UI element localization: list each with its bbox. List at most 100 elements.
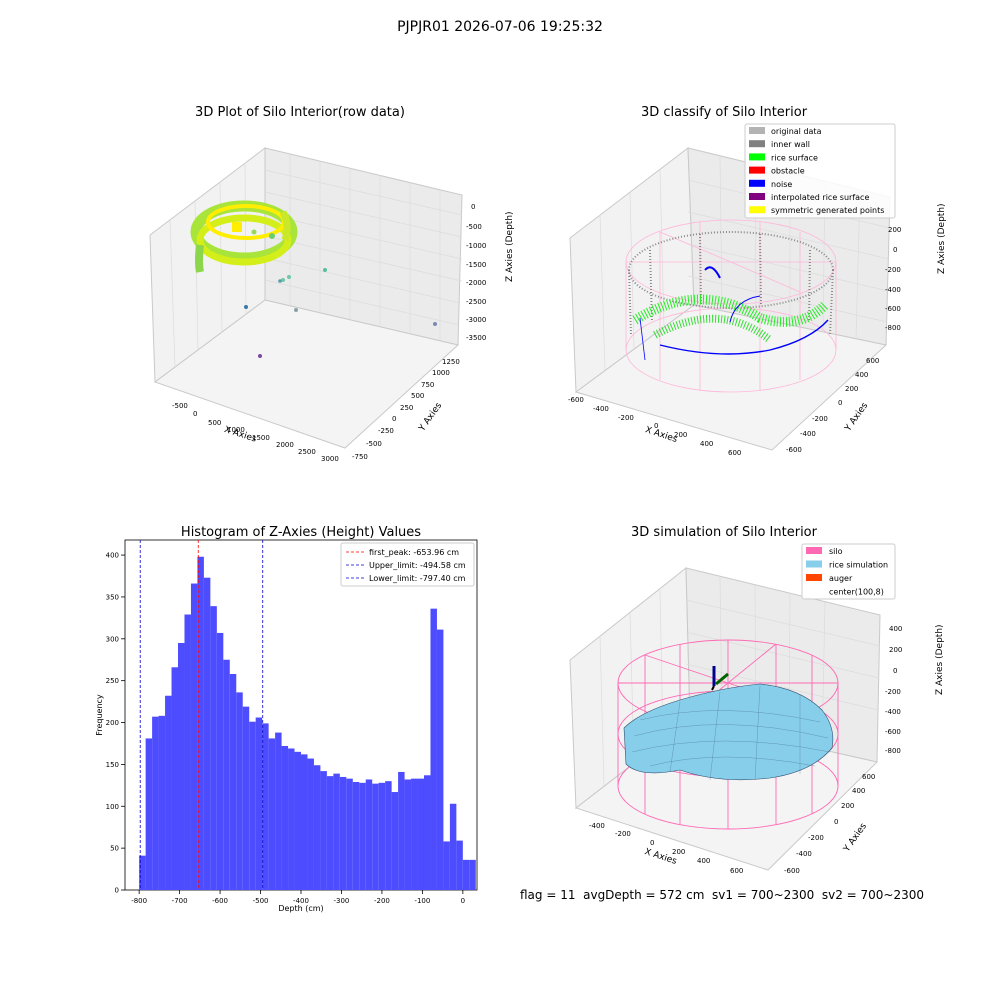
svg-text:-500: -500 [366, 440, 382, 448]
svg-text:600: 600 [728, 449, 741, 457]
histogram-bar [430, 608, 437, 890]
svg-text:-200: -200 [808, 834, 824, 842]
svg-text:400: 400 [889, 625, 902, 633]
classify-y-ticks: -600 -400 -200 0 200 400 600 [786, 357, 879, 454]
histogram-bar [385, 781, 392, 890]
svg-text:3000: 3000 [321, 455, 339, 463]
svg-text:-2500: -2500 [466, 298, 486, 306]
histogram-bar [262, 723, 269, 890]
raw-x-ticks: -500 0 500 1000 1500 2000 2500 3000 [172, 402, 339, 463]
histogram-bar [236, 692, 243, 890]
histogram-bar [462, 859, 470, 890]
svg-text:-400: -400 [800, 430, 816, 438]
histogram-bar [249, 721, 256, 890]
svg-text:-400: -400 [885, 286, 901, 294]
histogram-bar [294, 751, 301, 890]
simulation-x-ticks: -400 -200 0 200 400 600 [589, 822, 743, 875]
histogram-y-tick-label: 0 [115, 887, 119, 895]
histogram-bar [346, 778, 353, 890]
histogram-x-tick-label: 0 [461, 897, 465, 905]
svg-text:200: 200 [674, 431, 687, 439]
svg-text:-200: -200 [618, 414, 634, 422]
simulation-legend-swatch [806, 560, 822, 568]
raw-panel-title: 3D Plot of Silo Interior(row data) [195, 105, 405, 120]
histogram-bar [307, 758, 314, 890]
svg-text:0: 0 [838, 399, 842, 407]
svg-text:-3000: -3000 [466, 316, 486, 324]
histogram-title: Histogram of Z-Axies (Height) Values [181, 525, 421, 540]
raw-surface-points [190, 200, 298, 273]
histogram-bar [391, 792, 399, 890]
raw-ylabel: Y Axies [417, 401, 445, 434]
classify-noise [639, 266, 829, 361]
svg-text:400: 400 [852, 787, 865, 795]
raw-zlabel: Z Axies (Depth) [505, 211, 515, 282]
histogram-bar [333, 773, 340, 890]
histogram-bar [197, 556, 204, 890]
classify-rice-surface [632, 294, 829, 344]
classify-legend-label: noise [771, 180, 792, 189]
histogram-bar [326, 776, 334, 890]
simulation-legend-label: silo [829, 547, 843, 556]
histogram-bar [372, 783, 379, 890]
histogram-x-tick-label: -600 [212, 897, 228, 905]
histogram-bar [456, 840, 463, 890]
raw-z-ticks: 0 -500 -1000 -1500 -2000 -2500 -3000 -35… [466, 203, 486, 342]
histogram-y-tick-label: 100 [106, 803, 119, 811]
svg-text:-400: -400 [885, 708, 901, 716]
histogram-bar [145, 738, 153, 890]
classify-legend-label: symmetric generated points [771, 206, 884, 215]
simulation-zlabel: Z Axies (Depth) [935, 624, 945, 695]
histogram-panel: Histogram of Z-Axies (Height) Values -80… [95, 525, 478, 913]
svg-text:-400: -400 [589, 822, 605, 830]
classify-panel-title: 3D classify of Silo Interior [641, 105, 808, 120]
svg-text:200: 200 [889, 646, 902, 654]
histogram-legend-label: Upper_limit: -494.58 cm [369, 561, 466, 570]
histogram-y-tick-label: 150 [106, 761, 119, 769]
histogram-bar [301, 754, 308, 890]
svg-text:-1000: -1000 [466, 242, 486, 250]
histogram-y-ticks: 0 50 100 150 200 250 300 350 400 [106, 552, 125, 895]
histogram-bar [436, 629, 444, 890]
histogram-bar [178, 642, 185, 890]
svg-text:250: 250 [400, 404, 413, 412]
classify-legend-label: inner wall [771, 140, 810, 149]
histogram-y-tick-label: 200 [106, 719, 119, 727]
histogram-bar [229, 673, 237, 890]
svg-text:200: 200 [841, 802, 854, 810]
histogram-bar [242, 706, 250, 890]
svg-text:200: 200 [845, 385, 858, 393]
auger-icon [711, 666, 729, 691]
svg-text:400: 400 [700, 440, 713, 448]
svg-text:1000: 1000 [432, 369, 450, 377]
histogram-bar [320, 771, 327, 890]
classify-legend-swatch [749, 179, 765, 187]
simulation-z-ticks: 400 200 0 -200 -400 -600 -800 [885, 625, 902, 755]
svg-text:-800: -800 [885, 324, 901, 332]
histogram-bar [365, 779, 373, 890]
histogram-x-tick-label: -200 [374, 897, 390, 905]
svg-text:-500: -500 [466, 223, 482, 231]
histogram-legend-label: Lower_limit: -797.40 cm [369, 574, 466, 583]
classify-legend: original data inner wall rice surface obsta… [744, 123, 896, 219]
histogram-bar [171, 667, 179, 890]
histogram-legend-label: first_peak: -653.96 cm [369, 548, 459, 557]
classify-ylabel: Y Axies [843, 401, 871, 434]
svg-text:600: 600 [862, 773, 875, 781]
svg-text:500: 500 [208, 419, 221, 427]
classify-legend-swatch [749, 166, 765, 174]
status-footer: flag = 11 avgDepth = 572 cm sv1 = 700~23… [520, 888, 925, 902]
svg-text:-400: -400 [796, 850, 812, 858]
histogram-x-tick-label: -400 [293, 897, 309, 905]
classify-x-ticks: -600 -400 -200 0 200 400 600 [568, 396, 741, 457]
histogram-y-tick-label: 250 [106, 677, 119, 685]
classify-legend-label: rice surface [771, 153, 818, 162]
figure-suptitle: PJPJR01 2026-07-06 19:25:32 [397, 19, 603, 35]
svg-text:-800: -800 [885, 747, 901, 755]
svg-text:-200: -200 [615, 830, 631, 838]
svg-text:-200: -200 [885, 688, 901, 696]
svg-text:0: 0 [392, 415, 396, 423]
classify-legend-label: original data [771, 127, 822, 136]
histogram-x-ticks: -800 -700 -600 -500 -400 -300 -200 -100 0 [131, 890, 465, 905]
